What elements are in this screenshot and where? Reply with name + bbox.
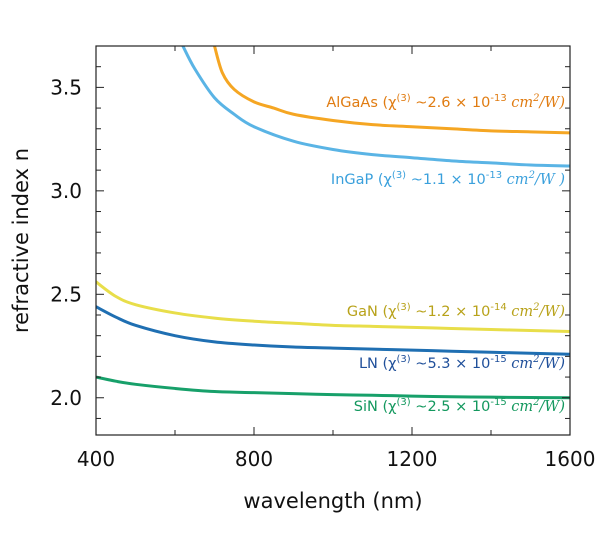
x-tick-label: 400 [77, 447, 115, 471]
series-line-ln [96, 305, 570, 356]
series-line-ingap [181, 46, 570, 168]
series-line-gan [96, 280, 570, 334]
y-axis-title: refractive index n [9, 148, 33, 333]
annotation-sin: SiN (χ(3) ~2.5 × 10-15 cm2/W) [354, 397, 565, 415]
x-tick-label: 1600 [545, 447, 596, 471]
series-annotations: AlGaAs (χ(3) ~2.6 × 10-13 cm2/W) InGaP (χ… [326, 93, 565, 415]
y-tick-label: 3.5 [50, 75, 82, 99]
annotation-gan: GaN (χ(3) ~1.2 × 10-14 cm2/W) [347, 302, 565, 320]
x-tick-label: 1200 [387, 447, 438, 471]
annotation-algaas: AlGaAs (χ(3) ~2.6 × 10-13 cm2/W) [326, 93, 565, 111]
series-line-sin [96, 375, 570, 400]
x-tick-label: 800 [235, 447, 273, 471]
y-tick-label: 2.5 [50, 282, 82, 306]
axis-tick-labels: 400 800 1200 1600 2.0 2.5 3.0 3.5 [50, 75, 595, 471]
annotation-ingap: InGaP (χ(3) ~1.1 × 10-13 cm2/W ) [331, 170, 565, 188]
x-axis-title: wavelength (nm) [243, 489, 422, 513]
y-tick-label: 3.0 [50, 179, 82, 203]
axis-ticks [95, 45, 571, 435]
series-lines [96, 46, 570, 400]
annotation-ln: LN (χ(3) ~5.3 × 10-15 cm2/W) [359, 354, 565, 372]
series-line-algaas [213, 46, 570, 135]
y-tick-label: 2.0 [50, 386, 82, 410]
